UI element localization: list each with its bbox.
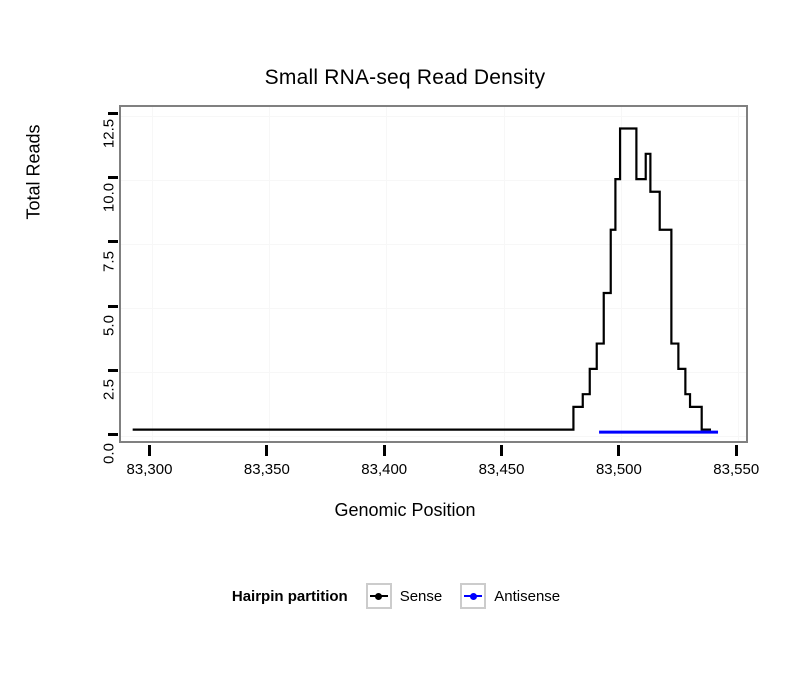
x-tick-label: 83,300 [126,461,173,478]
legend-label-antisense: Antisense [494,587,561,605]
gridline-horizontal [121,179,746,181]
x-axis-title: Genomic Position [334,500,476,520]
x-tick-label: 83,550 [713,461,760,478]
chart-title: Small RNA-seq Read Density [264,66,546,89]
gridline-vertical [268,107,270,441]
y-tick-mark [108,368,118,372]
gridline-horizontal [121,308,746,309]
y-tick-mark [108,304,118,308]
legend-key-antisense-icon [460,583,487,609]
y-tick-label: 10.0 [100,182,118,213]
legend-item-sense[interactable]: Sense [365,583,443,609]
y-tick-mark [108,240,118,244]
y-tick-mark [108,176,118,180]
legend-item-antisense[interactable]: Antisense [460,583,560,609]
y-tick-mark [108,432,118,436]
x-tick-mark [734,445,738,456]
y-tick-label: 2.5 [100,379,118,400]
gridline-horizontal [121,243,746,245]
y-tick-label: 0.0 [100,443,118,464]
legend-title: Hairpin partition [231,587,348,605]
y-tick-label: 7.5 [100,251,118,272]
gridline-horizontal [121,372,746,374]
x-tick-mark [265,445,269,456]
x-tick-mark [500,445,504,456]
y-tick-label: 5.0 [100,315,118,336]
gridline-horizontal [121,436,746,438]
gridline-vertical [151,107,153,441]
y-axis-title: Total Reads [23,124,44,220]
gridline-vertical [738,107,740,441]
series-line-sense [133,129,711,430]
gridline-horizontal [121,115,746,117]
x-tick-mark [148,445,151,456]
x-tick-mark [617,445,621,456]
y-tick-mark [108,112,118,116]
plot-area [121,107,746,441]
chart-legend: Hairpin partition Sense Antisense [0,583,810,609]
x-tick-label: 83,400 [361,461,408,478]
legend-label-sense: Sense [399,587,443,605]
gridline-vertical [503,107,505,441]
gridline-vertical [386,107,388,441]
legend-key-sense-icon [365,583,392,609]
y-tick-label: 12.5 [100,118,118,149]
x-tick-mark [382,445,386,456]
x-tick-label: 83,450 [478,461,525,478]
x-tick-label: 83,350 [243,461,290,478]
gridline-vertical [620,107,622,441]
plot-panel [119,105,748,443]
x-tick-label: 83,500 [595,461,642,478]
